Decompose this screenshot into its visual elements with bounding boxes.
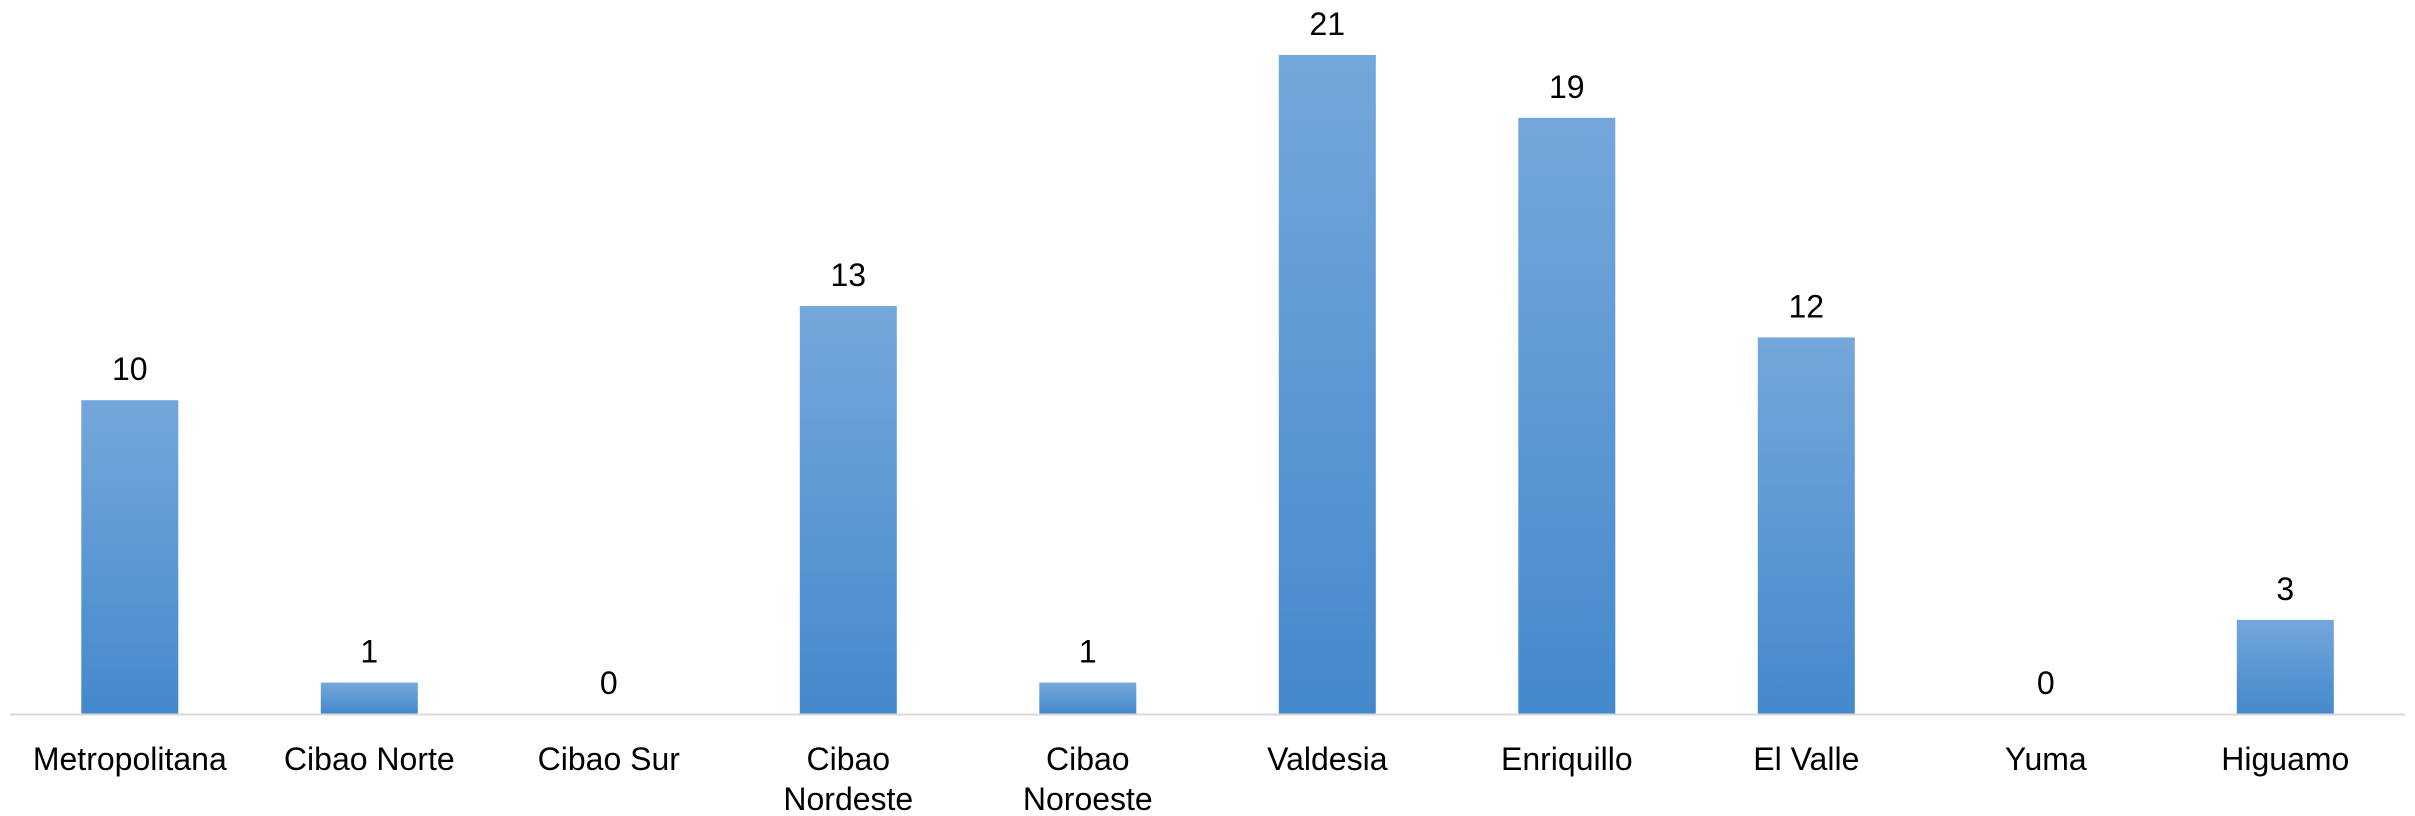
bar-higuamo (2236, 619, 2334, 714)
data-label-cibao-sur: 0 (600, 665, 618, 701)
category-labels-layer: Metropolitana Cibao Norte Cibao Sur Cibao No… (33, 741, 2349, 816)
data-label-higuamo: 3 (2276, 571, 2294, 607)
data-label-yuma: 0 (2037, 665, 2055, 701)
data-label-valdesia: 21 (1310, 6, 1346, 42)
data-label-cibao-noroeste: 1 (1079, 634, 1097, 670)
bars-layer (81, 55, 2334, 715)
x-tick-label-cibao-noroeste: Cibao Noroeste (1023, 741, 1153, 816)
x-tick-label-metropolitana: Metropolitana (33, 741, 227, 777)
bar-cibao-nordeste (799, 306, 897, 714)
x-tick-label-el-valle: El Valle (1753, 741, 1859, 777)
data-label-enriquillo: 19 (1549, 69, 1585, 105)
data-label-cibao-nordeste: 13 (831, 257, 867, 293)
bar-valdesia (1278, 55, 1376, 714)
x-tick-label-higuamo: Higuamo (2221, 741, 2349, 777)
bar-cibao-noroeste (1039, 682, 1137, 714)
x-tick-label-cibao-sur: Cibao Sur (538, 741, 681, 777)
data-label-metropolitana: 10 (112, 351, 148, 387)
data-label-cibao-norte: 1 (360, 634, 378, 670)
x-tick-label-valdesia: Valdesia (1267, 741, 1388, 777)
x-tick-label-cibao-nordeste: Cibao Nordeste (783, 741, 913, 816)
x-tick-label-yuma: Yuma (2005, 741, 2087, 777)
bar-el-valle (1757, 337, 1855, 714)
data-label-el-valle: 12 (1789, 288, 1825, 324)
x-tick-label-cibao-norte: Cibao Norte (284, 741, 455, 777)
x-tick-label-enriquillo: Enriquillo (1501, 741, 1633, 777)
bar-metropolitana (81, 400, 179, 714)
bar-enriquillo (1518, 117, 1616, 715)
bar-cibao-norte (320, 682, 418, 714)
